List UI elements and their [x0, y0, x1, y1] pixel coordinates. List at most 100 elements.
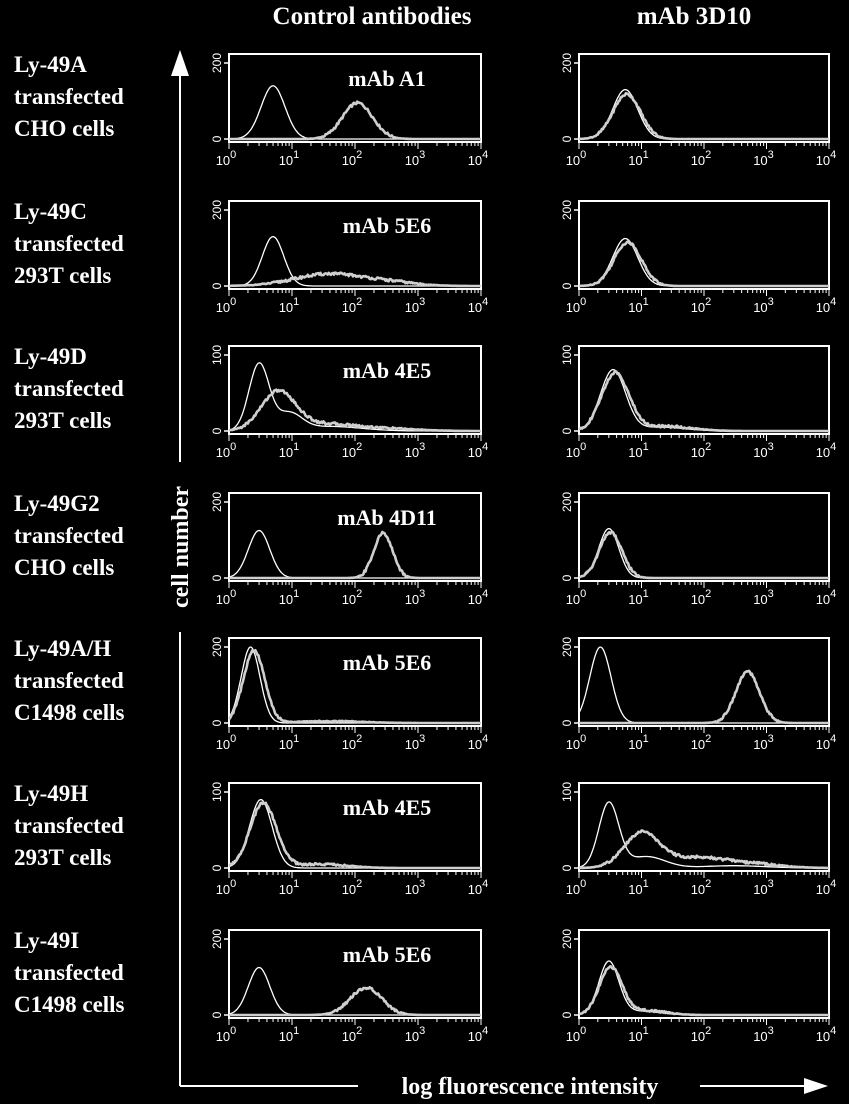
antibody-label: mAb 5E6 [343, 650, 432, 675]
histogram-panel-control: 0 200 100 101 102 103 104 mAb A1 [210, 53, 488, 168]
y-axis-label: cell number [168, 486, 194, 608]
y-tick-label: 0 [560, 1011, 574, 1018]
x-tick-label: 100 [566, 296, 587, 315]
series-negative [229, 85, 481, 140]
x-tick-label: 102 [342, 733, 363, 752]
y-tick-label: 200 [210, 637, 224, 657]
x-tick-label: 103 [405, 733, 426, 752]
row-label-line: Ly-49A [14, 52, 87, 77]
antibody-label: mAb 5E6 [343, 942, 432, 967]
panel-frame [578, 53, 830, 143]
row-label-line: Ly-49A/H [14, 636, 111, 661]
x-tick-label: 104 [468, 441, 489, 460]
row-label-line: 293T cells [14, 263, 111, 288]
y-tick-label: 200 [560, 637, 574, 657]
y-tick-label: 200 [210, 929, 224, 949]
series-negative [229, 235, 481, 287]
x-tick-label: 103 [753, 878, 774, 897]
x-tick-label: 102 [691, 588, 712, 607]
x-tick-label: 103 [405, 878, 426, 897]
x-tick-label: 100 [216, 296, 237, 315]
y-tick-label: 200 [560, 200, 574, 220]
x-tick-label: 103 [405, 588, 426, 607]
row-label-line: CHO cells [14, 116, 114, 141]
histogram-panel-mab3d10: 0 200 100 101 102 103 104 [560, 929, 836, 1044]
series-negative [578, 368, 829, 432]
series-stained [228, 801, 482, 870]
y-tick-label: 200 [210, 53, 224, 73]
x-tick-label: 100 [216, 878, 237, 897]
x-tick-label: 101 [628, 149, 649, 168]
x-tick-label: 102 [691, 1025, 712, 1044]
antibody-label: mAb 5E6 [343, 213, 432, 238]
row-label-line: 293T cells [14, 845, 111, 870]
y-tick-label: 0 [210, 282, 224, 289]
row-label-line: transfected [14, 523, 124, 548]
histogram-panel-mab3d10: 0 200 100 101 102 103 104 [560, 637, 836, 752]
series-stained [228, 985, 482, 1017]
antibody-label: mAb 4D11 [337, 505, 437, 530]
x-tick-label: 100 [216, 588, 237, 607]
x-tick-label: 100 [216, 441, 237, 460]
panel-frame [578, 345, 830, 435]
x-tick-label: 101 [279, 878, 300, 897]
y-tick-label: 0 [560, 574, 574, 581]
panel-frame [578, 637, 830, 727]
row-labels: Ly-49A transfected CHO cells Ly-49C transfec… [14, 52, 125, 1017]
y-axis-label-gap [166, 462, 194, 632]
x-tick-label: 101 [279, 149, 300, 168]
y-tick-label: 200 [210, 492, 224, 512]
x-axis-label: log fluorescence intensity [402, 1074, 659, 1100]
histogram-panel-control: 0 100 100 101 102 103 104 mAb 4E5 [210, 345, 488, 460]
x-tick-label: 104 [816, 1025, 837, 1044]
row-label: Ly-49A transfected CHO cells [14, 52, 124, 141]
x-tick-label: 103 [753, 296, 774, 315]
x-tick-label: 104 [468, 588, 489, 607]
column-title-control: Control antibodies [273, 3, 472, 30]
y-tick-label: 100 [210, 782, 224, 802]
row-label: Ly-49A/H transfected C1498 cells [14, 636, 125, 725]
x-tick-label: 101 [628, 1025, 649, 1044]
x-tick-label: 104 [816, 149, 837, 168]
y-axis-arrowhead [171, 50, 189, 76]
row-label: Ly-49H transfected 293T cells [14, 781, 124, 870]
x-tick-label: 103 [753, 1025, 774, 1044]
x-tick-label: 100 [566, 733, 587, 752]
row-label-line: transfected [14, 960, 124, 985]
x-tick-label: 103 [753, 588, 774, 607]
histogram-panel-mab3d10: 0 100 100 101 102 103 104 [560, 782, 836, 897]
column-title-mab3d10: mAb 3D10 [637, 3, 752, 30]
histogram-panel-mab3d10: 0 200 100 101 102 103 104 [560, 492, 836, 607]
series-negative [228, 966, 481, 1016]
y-tick-label: 200 [560, 929, 574, 949]
series-negative [579, 88, 829, 140]
x-tick-label: 100 [566, 149, 587, 168]
x-tick-label: 100 [566, 1025, 587, 1044]
series-stained [228, 100, 482, 141]
series-stained [228, 388, 482, 433]
y-tick-label: 0 [560, 864, 574, 871]
x-tick-label: 102 [691, 878, 712, 897]
x-tick-label: 103 [405, 1025, 426, 1044]
x-tick-label: 101 [628, 296, 649, 315]
antibody-label: mAb 4E5 [343, 358, 432, 383]
histogram-panel-mab3d10: 0 200 100 101 102 103 104 [560, 53, 836, 168]
x-tick-label: 101 [279, 296, 300, 315]
y-tick-label: 200 [560, 492, 574, 512]
x-tick-label: 103 [405, 441, 426, 460]
histogram-panel-control: 0 200 100 101 102 103 104 mAb 5E6 [210, 929, 488, 1044]
x-tick-label: 101 [628, 878, 649, 897]
x-tick-label: 101 [279, 588, 300, 607]
row-label-line: transfected [14, 813, 124, 838]
x-tick-label: 102 [691, 441, 712, 460]
row-label-line: transfected [14, 231, 124, 256]
x-tick-label: 100 [216, 733, 237, 752]
x-tick-label: 104 [816, 878, 837, 897]
x-tick-label: 103 [753, 149, 774, 168]
histogram-panel-mab3d10: 0 200 100 101 102 103 104 [560, 200, 836, 315]
y-tick-label: 0 [560, 719, 574, 726]
x-tick-label: 103 [753, 733, 774, 752]
series-stained [578, 669, 830, 725]
row-label-line: Ly-49H [14, 781, 88, 806]
